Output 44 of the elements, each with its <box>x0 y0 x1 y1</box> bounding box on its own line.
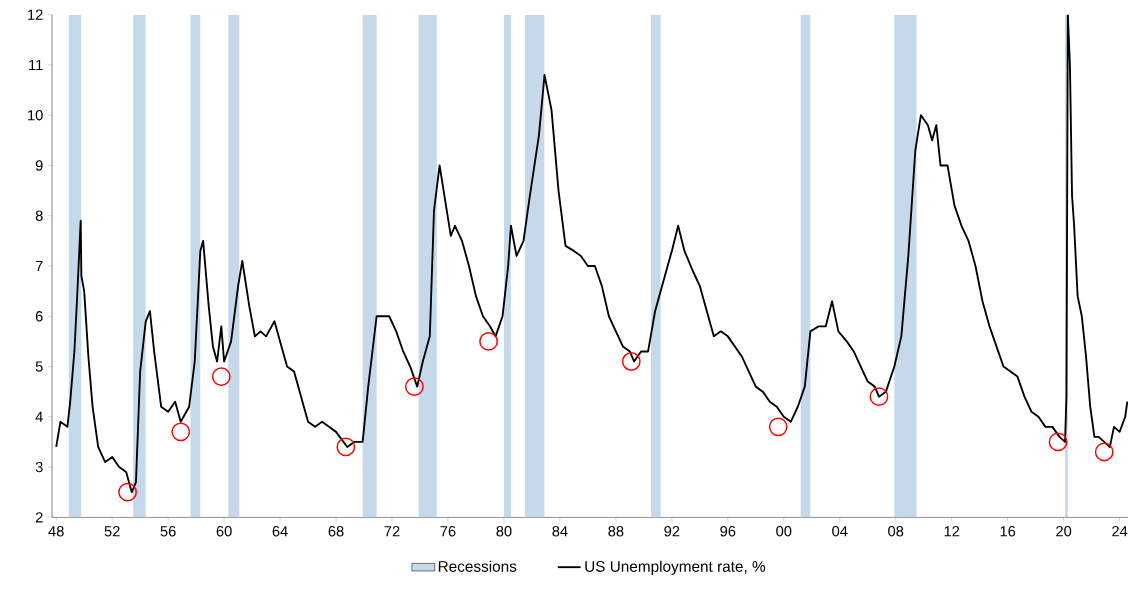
x-tick-label: 80 <box>496 526 512 537</box>
x-tick-label: 92 <box>664 526 680 537</box>
point <box>1094 442 1114 462</box>
x-tick-label: 20 <box>1056 526 1072 537</box>
legend-label: Recessions <box>438 560 517 573</box>
y-tick-label: 6 <box>35 311 43 322</box>
point <box>479 332 498 351</box>
x-tick-label: 88 <box>608 526 624 537</box>
x-tick-label: 76 <box>440 526 456 537</box>
point <box>1048 432 1068 452</box>
legend-label: US Unemployment rate, % <box>585 560 766 576</box>
x-tick-label: 52 <box>104 526 120 537</box>
point <box>336 437 356 457</box>
x-tick-label: 16 <box>1000 526 1016 537</box>
x-tick-label: 56 <box>160 526 176 537</box>
point <box>768 417 788 437</box>
y-tick-label: 2 <box>35 512 43 523</box>
point <box>171 422 191 442</box>
y-tick-label: 8 <box>35 210 43 222</box>
point <box>405 377 424 397</box>
x-tick-label: 24 <box>1112 526 1128 537</box>
x-tick-label: 68 <box>328 526 344 537</box>
y-tick-label: 11 <box>29 60 43 71</box>
x-tick-label: 84 <box>552 526 568 537</box>
x-tick-label: 48 <box>48 526 64 537</box>
point <box>118 482 137 502</box>
x-tick-label: 96 <box>720 526 736 537</box>
point <box>869 387 889 407</box>
y-tick-label: 9 <box>35 160 43 171</box>
y-tick-label: 12 <box>28 9 43 20</box>
y-tick-label: 7 <box>35 261 43 272</box>
x-tick-label: 60 <box>216 526 232 537</box>
y-tick-label: 5 <box>35 361 43 372</box>
y-tick-label: 10 <box>28 110 43 121</box>
x-tick-label: 00 <box>776 526 792 537</box>
x-tick-label: 12 <box>944 526 960 537</box>
y-tick-label: 4 <box>35 411 43 423</box>
point <box>211 367 231 387</box>
x-tick-label: 72 <box>384 526 400 537</box>
x-tick-label: 04 <box>832 526 848 537</box>
y-tick-label: 3 <box>35 462 43 473</box>
x-tick-label: 08 <box>888 526 904 537</box>
point <box>621 352 641 372</box>
x-tick-label: 64 <box>272 526 288 537</box>
